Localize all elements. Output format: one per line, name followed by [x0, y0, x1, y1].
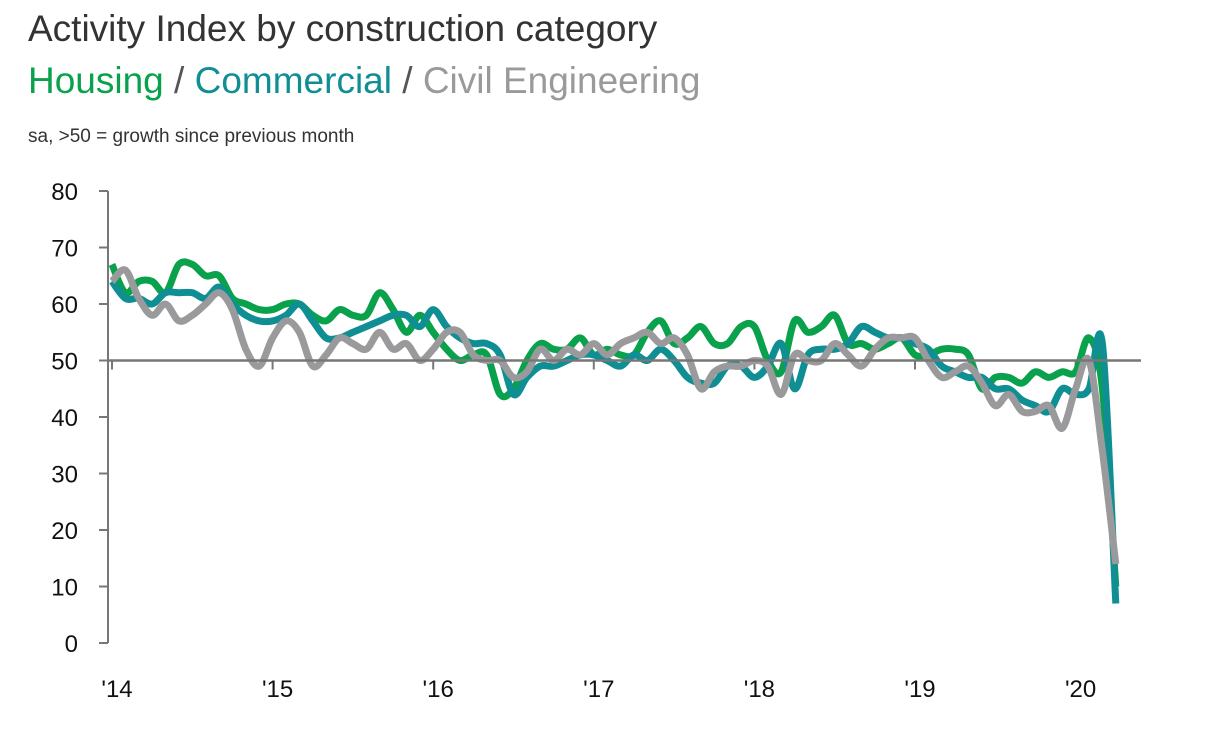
- series-housing-line: [108, 258, 1120, 587]
- x-tick-label-3: '17: [583, 676, 614, 703]
- series-civil-engineering-line: [109, 266, 1120, 565]
- chart-note: sa, >50 = growth since previous month: [28, 126, 355, 147]
- y-tick-label-60: 60: [51, 292, 78, 319]
- x-tick-label-1: '15: [262, 676, 293, 703]
- y-tick-label-30: 30: [51, 462, 78, 489]
- y-tick-label-40: 40: [51, 405, 78, 432]
- subtitle-commercial: Commercial: [194, 60, 392, 101]
- x-tick-label-6: '20: [1065, 676, 1096, 703]
- subtitle-separator: /: [402, 60, 413, 101]
- x-tick-label-2: '16: [423, 676, 454, 703]
- y-tick-label-10: 10: [51, 575, 78, 602]
- chart-title: Activity Index by construction category: [28, 8, 658, 49]
- chart-subtitle: Housing / Commercial / Civil Engineering: [28, 60, 700, 102]
- y-tick-label-50: 50: [51, 349, 78, 376]
- subtitle-separator: /: [174, 60, 185, 101]
- x-tick-label-5: '19: [904, 676, 935, 703]
- y-tick-label-70: 70: [51, 236, 78, 263]
- x-tick-label-4: '18: [744, 676, 775, 703]
- y-tick-label-80: 80: [51, 179, 78, 206]
- subtitle-civil: Civil Engineering: [422, 60, 701, 101]
- x-tick-label-0: '14: [101, 676, 132, 703]
- y-tick-label-20: 20: [51, 518, 78, 545]
- y-tick-label-0: 0: [65, 631, 78, 658]
- subtitle-housing: Housing: [28, 60, 164, 101]
- series-commercial-line: [109, 279, 1120, 604]
